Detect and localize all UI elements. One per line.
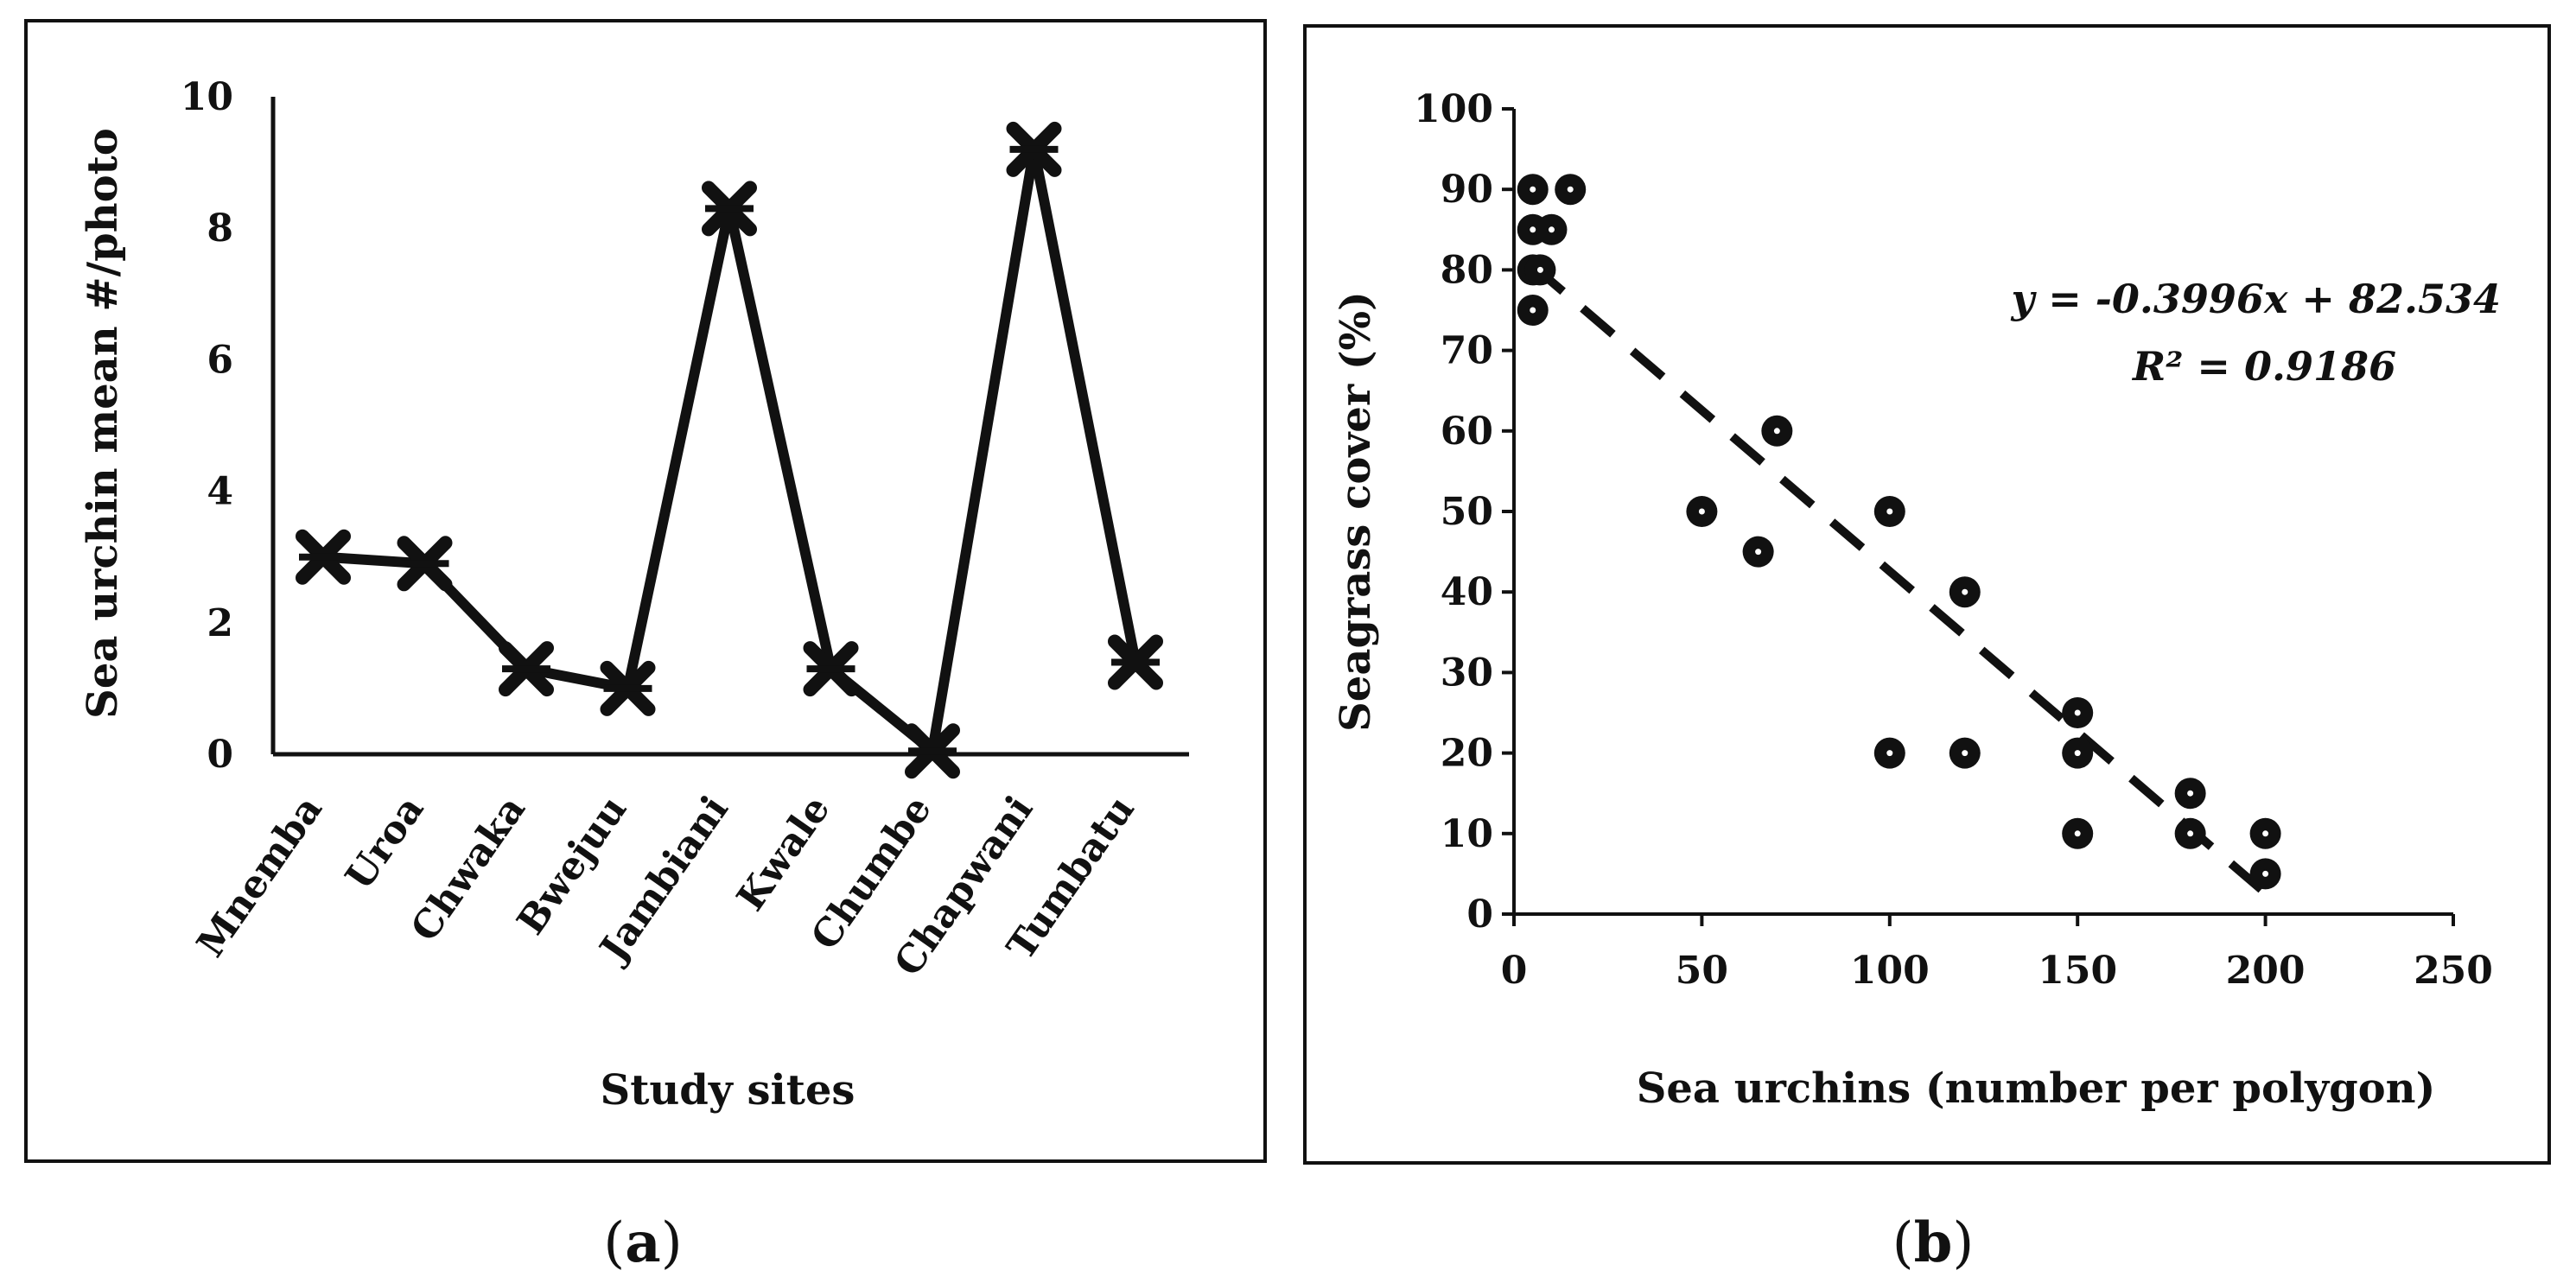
panel-a-x-tick-label: Uroa xyxy=(337,788,432,898)
panel-b-x-ticks: 0 50 100 150 200 250 xyxy=(1501,914,2493,993)
panel-b-y-tick-label: 80 xyxy=(1441,248,1493,292)
panel-a-line-chart: 0 2 4 6 8 10 Mnemba UroaChwakaBwejuuJambianiKw… xyxy=(24,19,1267,1163)
panel-a-y-tick-label: 0 xyxy=(207,733,233,777)
panel-b-y-tick-label: 40 xyxy=(1441,570,1493,614)
panel-a-data-marker xyxy=(803,641,859,697)
panel-b-y-tick-label: 0 xyxy=(1466,892,1493,937)
panel-b-x-tick-label: 100 xyxy=(1850,949,1930,993)
panel-b-y-tick-label: 10 xyxy=(1441,812,1493,856)
panel-b-trendline-group xyxy=(1530,262,2268,897)
scatter-point xyxy=(2174,817,2206,849)
scatter-point xyxy=(1524,254,1556,286)
panel-a-series-line xyxy=(322,143,1141,757)
panel-a-y-ticks: 0 2 4 6 8 10 xyxy=(181,75,233,777)
panel-a-data-marker xyxy=(296,529,351,585)
scatter-point xyxy=(1742,536,1774,568)
panel-a-data-marker xyxy=(1006,121,1062,177)
scatter-point xyxy=(1761,415,1793,447)
panel-b-x-axis-label: Sea urchins (number per polygon) xyxy=(1637,1064,2436,1113)
panel-a-y-tick-label: 8 xyxy=(207,206,233,251)
panel-a-frame xyxy=(24,19,1267,1163)
panel-b-label: (b) xyxy=(1892,1210,1975,1275)
panel-b-y-tick-label: 30 xyxy=(1441,651,1493,695)
panel-b-y-tick-label: 60 xyxy=(1441,410,1493,454)
scatter-point xyxy=(1555,174,1587,206)
scatter-point xyxy=(1536,213,1568,245)
scatter-point xyxy=(1873,737,1905,769)
panel-a-data-marker xyxy=(905,723,960,779)
panel-a-data-marker xyxy=(499,641,554,697)
scatter-point xyxy=(2062,817,2094,849)
r-squared: R² = 0.9186 xyxy=(2131,343,2396,390)
panel-a-y-tick-label: 4 xyxy=(207,470,233,514)
scatter-point xyxy=(1686,496,1718,527)
panel-b-y-tick-label: 100 xyxy=(1414,87,1493,131)
scatter-point xyxy=(2249,858,2281,890)
panel-a-x-tick-label: Mnemba xyxy=(188,788,331,965)
panel-b-y-tick-label: 50 xyxy=(1441,490,1493,534)
panel-a-y-tick-label: 6 xyxy=(207,338,233,382)
panel-a-x-axis-label: Study sites xyxy=(601,1066,855,1115)
panel-b-x-tick-label: 250 xyxy=(2414,949,2493,993)
panel-b-y-tick-label: 70 xyxy=(1441,329,1493,373)
panel-a-series xyxy=(296,121,1163,779)
panel-a-letter: a xyxy=(625,1210,660,1275)
panel-a-data-marker xyxy=(1108,634,1163,690)
panel-b-scatter-chart: 0 10 20 30 40 50 60 70 80 90 100 0 50 100 150 200 250 y… xyxy=(1303,24,2551,1165)
panel-b-y-tick-label: 90 xyxy=(1441,168,1493,212)
trendline xyxy=(1530,262,2268,897)
panel-b-x-tick-label: 150 xyxy=(2038,949,2117,993)
scatter-point xyxy=(2062,737,2094,769)
panel-b-x-tick-label: 0 xyxy=(1501,949,1528,993)
scatter-point xyxy=(2249,817,2281,849)
scatter-point xyxy=(1517,174,1549,206)
panel-a-x-ticks: Mnemba UroaChwakaBwejuuJambianiKwaleChumb… xyxy=(188,788,1143,984)
panel-b-x-tick-label: 200 xyxy=(2226,949,2306,993)
panel-a-data-marker xyxy=(397,536,453,592)
panel-b-y-tick-label: 20 xyxy=(1441,732,1493,776)
scatter-point xyxy=(2174,778,2206,810)
panel-a-y-tick-label: 2 xyxy=(207,601,233,645)
panel-a-data-marker xyxy=(702,181,757,237)
panel-b-points xyxy=(1517,174,2281,890)
panel-a-label: (a) xyxy=(603,1210,682,1275)
scatter-point xyxy=(1949,737,1981,769)
panel-b-y-ticks: 0 10 20 30 40 50 60 70 80 90 100 xyxy=(1414,87,1514,937)
panel-a-y-axis-label: Sea urchin mean #/photo xyxy=(79,128,127,719)
scatter-point xyxy=(1873,496,1905,527)
panel-b-y-axis-label: Seagrass cover (%) xyxy=(1332,291,1380,732)
trendline-equation: y = -0.3996x + 82.534 xyxy=(2011,276,2502,322)
panel-b-frame xyxy=(1303,24,2551,1165)
scatter-point xyxy=(2062,697,2094,728)
panel-b-x-tick-label: 50 xyxy=(1676,949,1728,993)
panel-b-letter: b xyxy=(1914,1210,1953,1275)
panel-a-x-tick-label: Kwale xyxy=(728,788,838,919)
panel-a-data-marker xyxy=(600,660,656,716)
panel-a-y-tick-label: 10 xyxy=(181,75,233,119)
scatter-point xyxy=(1949,576,1981,608)
scatter-point xyxy=(1517,295,1549,326)
